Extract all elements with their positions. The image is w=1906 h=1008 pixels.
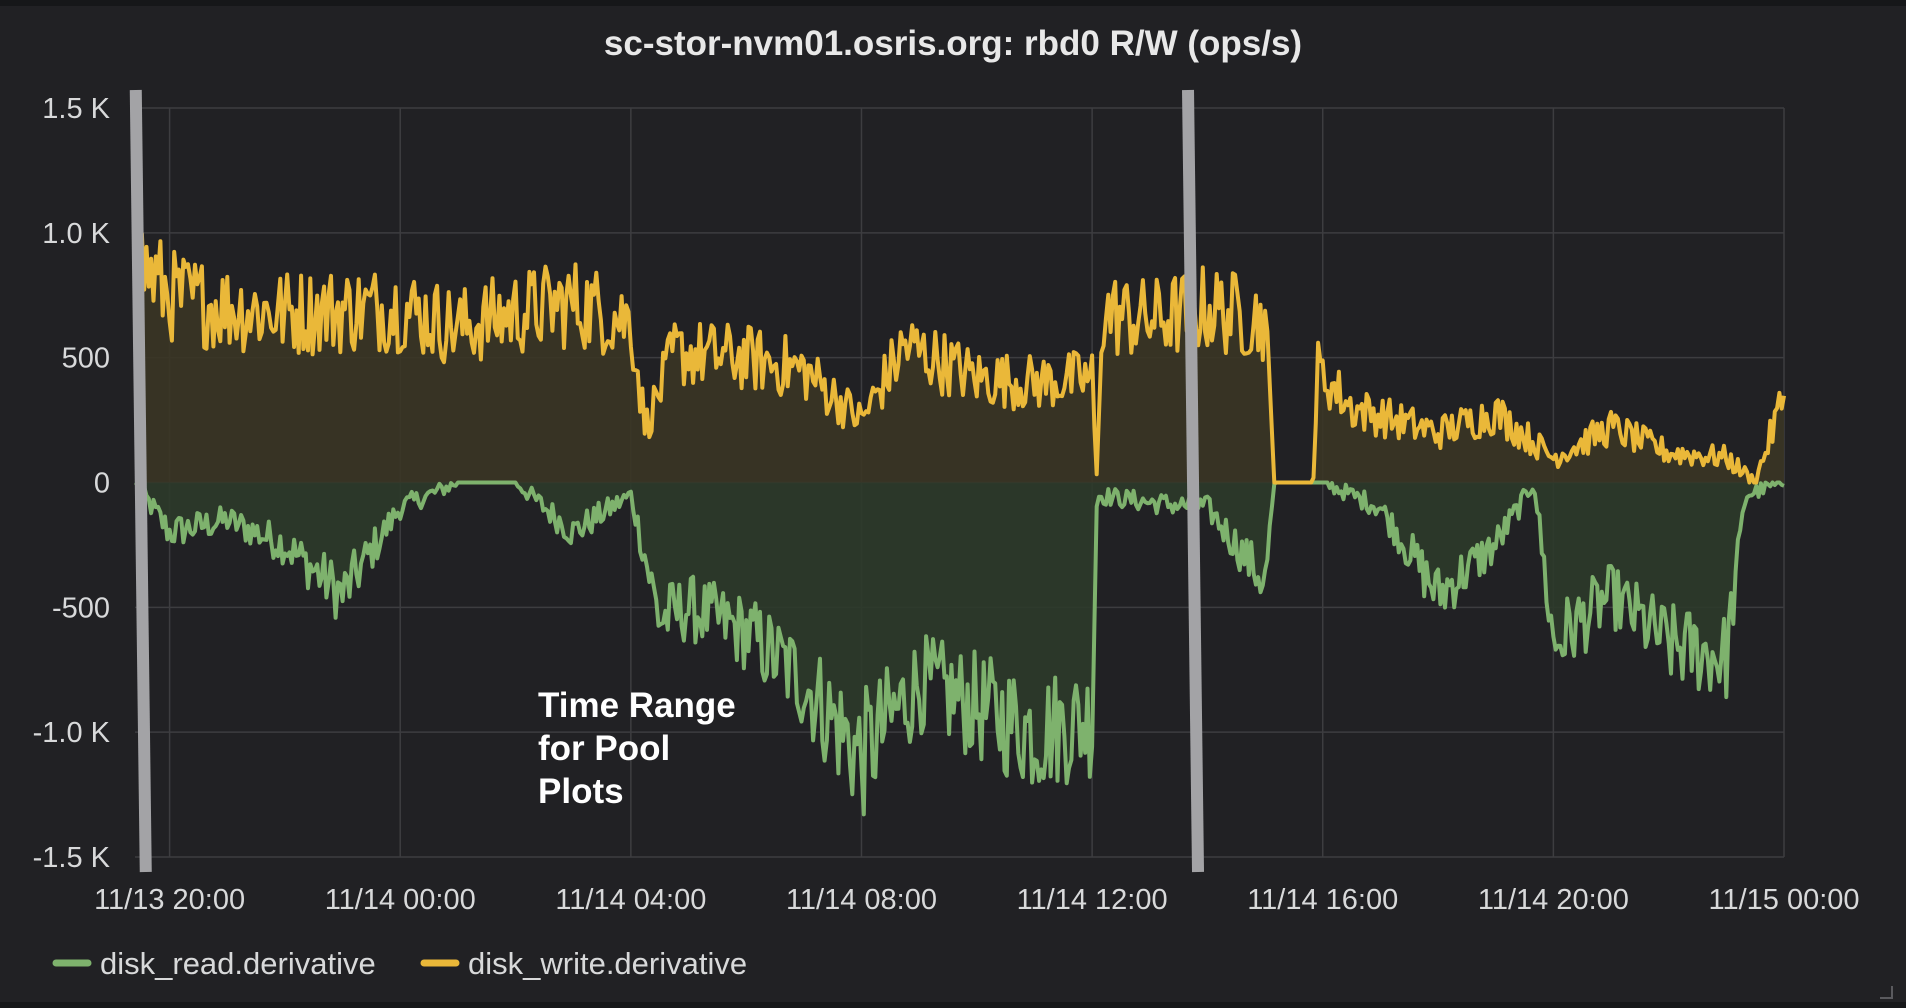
legend-item-write[interactable]: disk_write.derivative	[420, 946, 747, 981]
annotation-line-3: Plots	[538, 772, 624, 811]
y-tick-label-6: -1.5 K	[33, 842, 111, 874]
y-axis: 1.5 K 1.0 K 500 0 -500 -1.0 K -1.5 K	[33, 93, 111, 874]
x-tick-label-2: 11/14 04:00	[555, 884, 706, 916]
legend: disk_read.derivative disk_write.derivati…	[52, 946, 747, 981]
range-marker-1	[1182, 89, 1205, 873]
x-tick-label-6: 11/14 20:00	[1478, 884, 1629, 916]
graph-panel: sc-stor-nvm01.osris.org: rbd0 R/W (ops/s…	[0, 6, 1906, 1002]
time-range-annotation: Time Range for Pool Plots	[538, 686, 736, 811]
range-marker-0	[129, 89, 152, 873]
series-lines	[133, 231, 1786, 817]
y-tick-label-3: 0	[94, 468, 110, 500]
annotation-line-2: for Pool	[538, 729, 670, 768]
y-tick-label-1: 1.0 K	[42, 218, 110, 250]
y-tick-label-5: -1.0 K	[33, 717, 111, 749]
x-tick-label-7: 11/15 00:00	[1708, 884, 1859, 916]
resize-handle[interactable]	[1880, 986, 1893, 999]
y-tick-label-0: 1.5 K	[42, 93, 110, 125]
x-tick-label-3: 11/14 08:00	[786, 884, 937, 916]
x-tick-label-4: 11/14 12:00	[1017, 884, 1168, 916]
x-axis: 11/13 20:00 11/14 00:00 11/14 04:00 11/14 0…	[94, 884, 1859, 916]
x-tick-label-0: 11/13 20:00	[94, 884, 245, 916]
x-tick-label-5: 11/14 16:00	[1247, 884, 1398, 916]
legend-label-write: disk_write.derivative	[468, 946, 747, 981]
chart: sc-stor-nvm01.osris.org: rbd0 R/W (ops/s…	[33, 24, 1893, 999]
legend-label-read: disk_read.derivative	[100, 946, 376, 981]
annotation-line-1: Time Range	[538, 686, 736, 725]
y-tick-label-4: -500	[52, 592, 110, 624]
legend-item-read[interactable]: disk_read.derivative	[52, 946, 376, 981]
series-line-0	[134, 480, 1785, 817]
x-tick-label-1: 11/14 00:00	[325, 884, 476, 916]
y-tick-label-2: 500	[62, 343, 110, 375]
series-area-0	[135, 482, 1784, 815]
series-line-1	[133, 231, 1786, 485]
time-range-markers[interactable]	[129, 89, 1205, 873]
chart-title[interactable]: sc-stor-nvm01.osris.org: rbd0 R/W (ops/s…	[604, 24, 1302, 63]
resize-corner-icon	[1880, 986, 1893, 999]
